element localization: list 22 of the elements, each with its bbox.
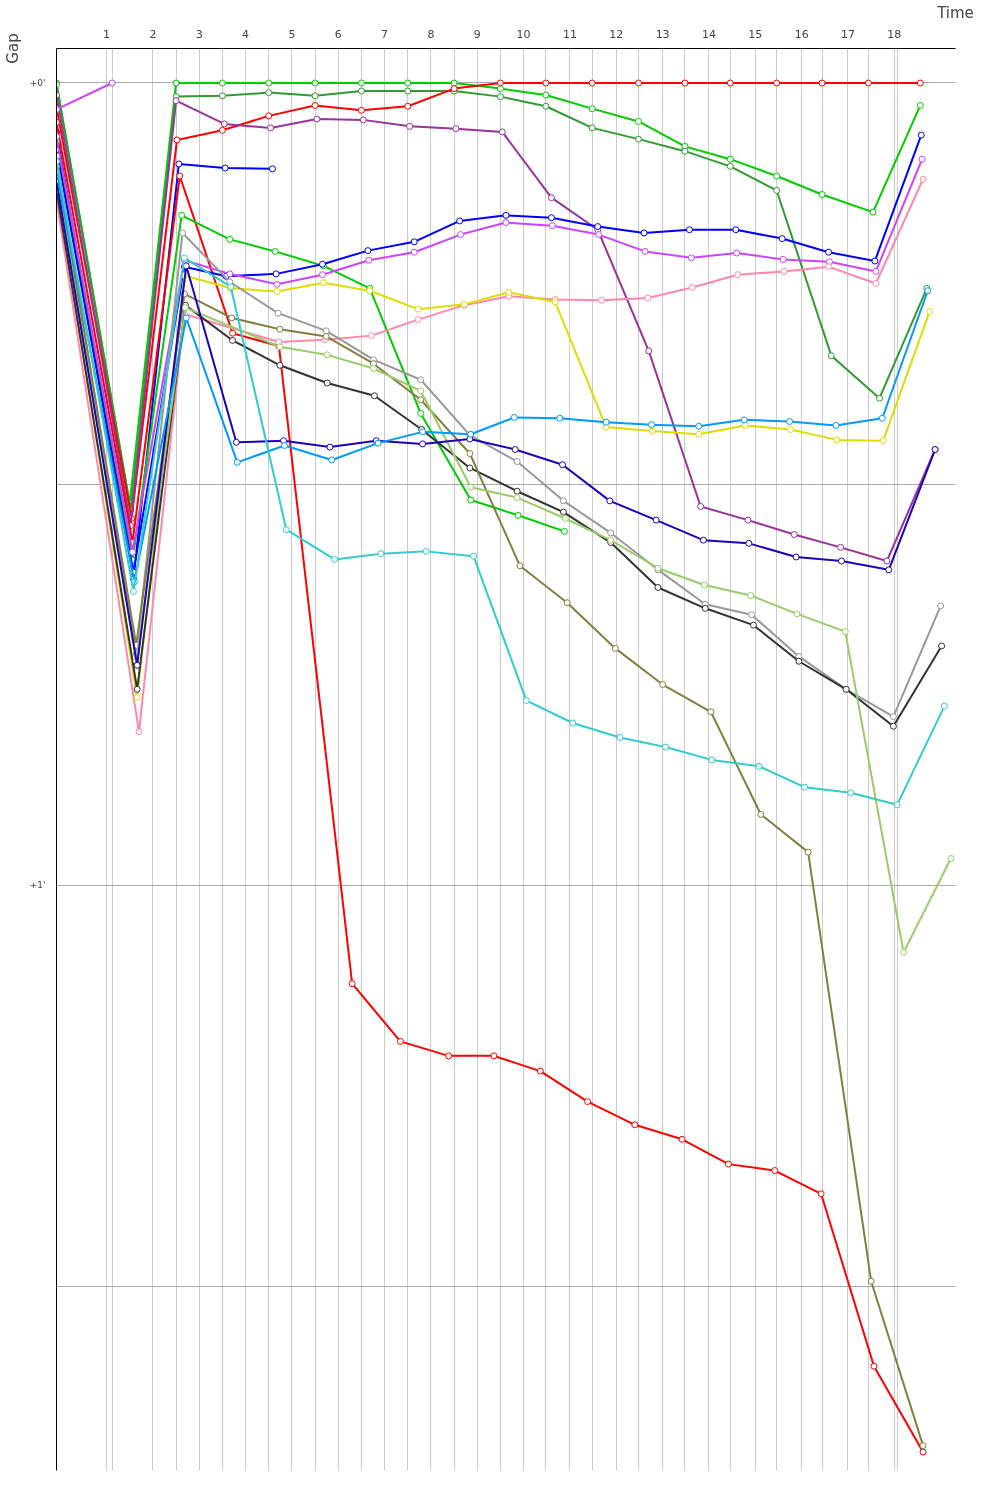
x-tick-label: 3	[195, 27, 203, 41]
x-tick-label: 4	[242, 27, 250, 41]
x-tick-label: 2	[149, 27, 157, 41]
x-tick-label: 1	[103, 27, 111, 41]
x-tick-label: 5	[288, 27, 296, 41]
x-tick-label: 7	[381, 27, 389, 41]
x-axis-title: Time	[936, 3, 974, 22]
x-tick-label: 16	[794, 27, 809, 41]
x-tick-label: 8	[427, 27, 435, 41]
x-tick-label: 15	[748, 27, 763, 41]
x-tick-label: 13	[655, 27, 670, 41]
y-tick-label: +0'	[29, 77, 46, 88]
x-tick-label: 6	[334, 27, 342, 41]
x-tick-label: 11	[562, 27, 577, 41]
x-tick-label: 14	[701, 27, 716, 41]
x-tick-label: 9	[473, 27, 481, 41]
y-tick-label: +1'	[29, 880, 46, 891]
x-tick-label: 12	[609, 27, 624, 41]
x-tick-label: 18	[887, 27, 902, 41]
x-tick-label: 10	[516, 27, 531, 41]
x-tick-label: 17	[840, 27, 855, 41]
y-axis-title: Gap	[3, 33, 22, 64]
